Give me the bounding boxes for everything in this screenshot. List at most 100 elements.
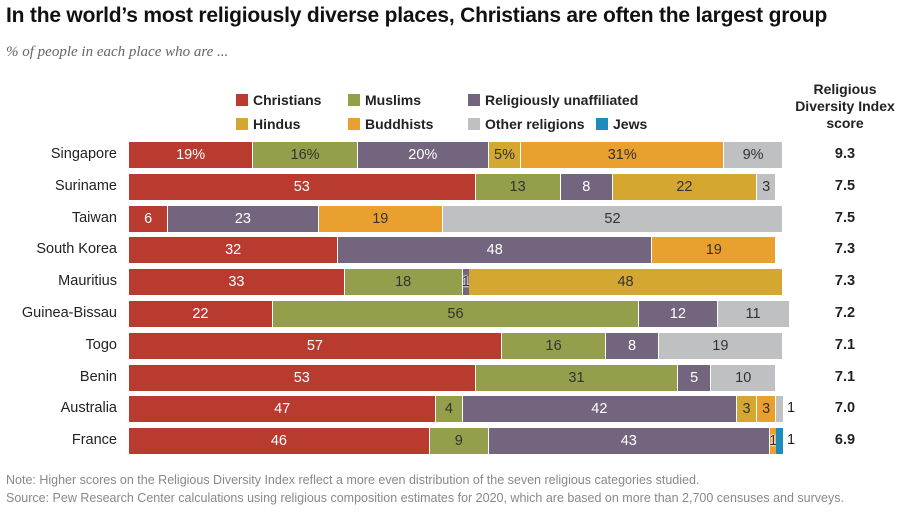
legend-item-buddhists: Buddhists <box>348 116 433 132</box>
data-label: 10 <box>735 369 752 386</box>
diversity-score: 7.1 <box>834 368 856 385</box>
bar-segment-other-religions: 3 <box>756 173 777 200</box>
bar-segment-christians: 32 <box>129 237 339 264</box>
data-label: 3 <box>742 401 751 418</box>
data-label: 20% <box>408 147 438 163</box>
diversity-score: 7.5 <box>834 177 856 194</box>
data-label: 31% <box>607 147 637 163</box>
data-label: 48 <box>617 274 634 291</box>
bar-segment-religiously-unaffiliated: 20% <box>357 142 489 168</box>
data-label: 23 <box>234 210 251 227</box>
data-label: 52 <box>604 210 621 227</box>
bar-segment-buddhists: 1 <box>769 428 778 455</box>
legend-item-christians: Christians <box>236 92 321 108</box>
bar-segment-christians: 19% <box>129 142 254 168</box>
data-label: 53 <box>293 369 310 386</box>
data-label: 8 <box>628 337 637 354</box>
data-label: 5 <box>690 369 699 386</box>
diversity-score: 7.1 <box>834 336 856 353</box>
bar-segment-religiously-unaffiliated: 8 <box>606 332 659 359</box>
legend-label: Buddhists <box>365 116 434 132</box>
bar-segment-hindus: 22 <box>612 173 757 200</box>
data-label: 32 <box>225 242 242 259</box>
bar-segment-other-religions: 9% <box>724 142 783 168</box>
note-text: Note: Higher scores on the Religious Div… <box>6 473 700 487</box>
chart-title: In the world’s most religiously diverse … <box>6 4 828 27</box>
bar-segment-hindus: 48 <box>469 269 783 296</box>
bar-segment-buddhists: 3 <box>756 396 777 423</box>
data-label: 6 <box>144 210 153 227</box>
category-label: Suriname <box>54 177 117 194</box>
bar-segment-religiously-unaffiliated: 5 <box>678 364 712 391</box>
data-label: 53 <box>293 178 310 195</box>
bar-segment-christians: 47 <box>129 396 437 423</box>
bar-segment-christians: 57 <box>129 332 502 359</box>
bar-segment-muslims: 56 <box>272 301 640 327</box>
data-label: 16% <box>290 147 320 163</box>
data-label: 42 <box>591 401 608 418</box>
data-label: 12 <box>669 306 686 322</box>
diversity-score: 7.3 <box>834 241 856 258</box>
bar-segment-buddhists: 31% <box>521 142 725 168</box>
data-label: 57 <box>306 337 323 354</box>
data-label: 9% <box>742 147 764 163</box>
data-label: 43 <box>620 433 637 450</box>
legend-label: Hindus <box>253 116 301 132</box>
data-label: 8 <box>582 178 591 195</box>
bar-segment-religiously-unaffiliated: 1 <box>461 269 470 296</box>
legend-label: Other religions <box>485 116 585 132</box>
category-label: Benin <box>79 368 117 385</box>
diversity-score: 7.0 <box>834 400 856 417</box>
legend-label: Christians <box>253 92 322 108</box>
bar-segment-christians: 53 <box>129 173 476 200</box>
bar-segment-christians: 6 <box>129 205 169 232</box>
legend-swatch <box>468 94 480 106</box>
legend-item-religiously-unaffiliated: Religiously unaffiliated <box>468 92 638 108</box>
bar-segment-religiously-unaffiliated: 8 <box>560 173 613 200</box>
score-column-header: Religious Diversity Index score <box>795 81 895 131</box>
bar-segment-other-religions: 52 <box>442 205 783 232</box>
bar-segment-religiously-unaffiliated: 42 <box>462 396 738 423</box>
legend-swatch <box>468 118 480 130</box>
category-label: Singapore <box>50 146 117 162</box>
data-label: 1 <box>787 400 796 417</box>
bar-segment-muslims: 9 <box>429 428 489 455</box>
data-label: 1 <box>461 274 470 291</box>
diversity-score: 7.5 <box>834 209 856 226</box>
data-label: 3 <box>762 178 771 195</box>
diversity-score: 9.3 <box>834 146 856 162</box>
legend-item-other-religions: Other religions <box>468 116 585 132</box>
data-label: 18 <box>395 274 412 291</box>
diversity-score: 6.9 <box>834 432 856 449</box>
bar-segment-christians: 46 <box>129 428 430 455</box>
legend-swatch <box>596 118 608 130</box>
data-label: 9 <box>454 433 463 450</box>
bar-segment-buddhists: 19 <box>652 237 777 264</box>
category-label: France <box>71 432 117 449</box>
data-label: 47 <box>274 401 291 418</box>
bar-segment-buddhists: 19 <box>318 205 443 232</box>
bar-segment-muslims: 16 <box>501 332 607 359</box>
bar-segment-jews <box>776 428 783 455</box>
bar-segment-other-religions: 10 <box>711 364 777 391</box>
bar-segment-religiously-unaffiliated: 12 <box>639 301 718 327</box>
bar-segment-christians: 53 <box>129 364 476 391</box>
data-label: 1 <box>769 433 778 450</box>
data-label: 48 <box>486 242 503 259</box>
bar-segment-religiously-unaffiliated: 48 <box>338 237 653 264</box>
bar-segment-muslims: 31 <box>475 364 679 391</box>
source-text: Source: Pew Research Center calculations… <box>6 491 844 505</box>
data-label: 3 <box>762 401 771 418</box>
bar-segment-muslims: 13 <box>475 173 561 200</box>
data-label: 19 <box>705 242 722 259</box>
bar-segment-religiously-unaffiliated: 43 <box>488 428 770 455</box>
legend-swatch <box>348 118 360 130</box>
data-label: 19% <box>176 147 206 163</box>
bar-segment-hindus: 5% <box>488 142 522 168</box>
legend-item-hindus: Hindus <box>236 116 300 132</box>
category-label: Togo <box>85 336 117 353</box>
legend-item-jews: Jews <box>596 116 647 132</box>
category-label: Taiwan <box>71 209 117 226</box>
category-label: Mauritius <box>58 273 117 290</box>
legend-label: Religiously unaffiliated <box>485 92 639 108</box>
